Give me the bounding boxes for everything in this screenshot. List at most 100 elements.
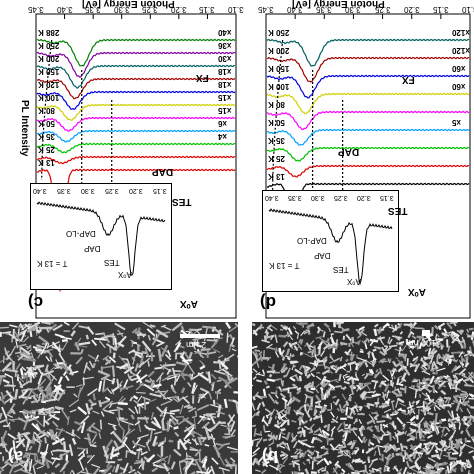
nanorod	[149, 398, 157, 403]
nanorod	[71, 437, 77, 445]
inset-x-tick-label: 3.20	[357, 194, 371, 201]
nanorod	[464, 362, 470, 368]
nanorod	[194, 448, 202, 457]
nanorod	[397, 375, 403, 379]
nanorod	[116, 341, 125, 348]
nanorod	[328, 383, 336, 390]
nanorod	[54, 366, 60, 370]
series-line	[36, 77, 236, 100]
nanorod	[98, 380, 103, 392]
nanorod	[19, 460, 28, 464]
nanorod	[318, 467, 325, 471]
nanorod	[455, 459, 464, 466]
nanorod	[155, 390, 166, 393]
nanorod	[466, 418, 472, 425]
nanorod	[418, 386, 426, 392]
nanorod	[321, 339, 328, 347]
nanorod	[36, 465, 44, 470]
nanorod	[323, 404, 328, 407]
nanorod	[144, 379, 152, 384]
nanorod	[131, 341, 134, 348]
nanorod	[276, 465, 282, 474]
nanorod	[360, 331, 368, 337]
nanorod	[410, 437, 415, 441]
nanorod	[156, 406, 164, 413]
nanorod	[319, 386, 324, 391]
nanorod	[450, 365, 458, 374]
nanorod	[29, 330, 33, 338]
nanorod	[265, 414, 269, 419]
nanorod	[269, 408, 276, 418]
nanorod	[143, 383, 155, 392]
nanorod	[275, 402, 280, 405]
nanorod	[396, 416, 404, 425]
scale-bar-b	[422, 330, 430, 336]
nanorod	[461, 399, 470, 406]
nanorod	[428, 467, 432, 474]
nanorod	[372, 435, 380, 441]
nanorod	[431, 349, 438, 356]
nanorod	[386, 390, 390, 399]
nanorod	[264, 430, 271, 433]
nanorod	[76, 447, 89, 451]
nanorod	[325, 365, 331, 370]
nanorod	[166, 418, 174, 426]
nanorod	[427, 411, 434, 416]
nanorod	[77, 455, 85, 462]
nanorod	[285, 348, 291, 356]
nanorod	[385, 458, 390, 466]
nanorod	[317, 401, 321, 407]
nanorod	[185, 426, 195, 439]
nanorod	[309, 449, 316, 458]
series-line	[36, 155, 236, 165]
nanorod	[447, 377, 454, 387]
nanorod	[418, 378, 421, 386]
nanorod	[304, 353, 313, 358]
series-line	[36, 38, 236, 67]
nanorod	[265, 343, 273, 349]
nanorod	[328, 385, 332, 395]
nanorod	[52, 435, 57, 441]
nanorod	[330, 378, 338, 383]
nanorod	[160, 400, 172, 406]
nanorod	[335, 339, 339, 347]
nanorod	[345, 449, 350, 454]
nanorod	[465, 429, 471, 438]
nanorod	[401, 344, 407, 352]
nanorod	[218, 466, 230, 472]
nanorod	[137, 361, 145, 369]
nanorod	[0, 452, 2, 455]
nanorod	[225, 353, 235, 361]
nanorod	[313, 428, 321, 434]
nanorod	[252, 368, 258, 373]
nanorod	[373, 416, 378, 421]
nanorod	[161, 374, 173, 382]
nanorod	[291, 383, 296, 388]
nanorod	[125, 450, 128, 458]
nanorod	[375, 369, 379, 373]
nanorod	[422, 447, 429, 455]
nanorod	[268, 442, 274, 447]
nanorod	[34, 364, 43, 367]
nanorod	[358, 405, 363, 411]
nanorod	[1, 406, 8, 419]
nanorod	[36, 365, 43, 375]
nanorod	[213, 348, 221, 354]
nanorod	[161, 419, 165, 431]
nanorod	[107, 422, 117, 427]
nanorod	[163, 462, 169, 472]
nanorod	[37, 378, 42, 389]
nanorod	[9, 324, 18, 328]
nanorod	[266, 378, 275, 383]
nanorod	[361, 436, 366, 443]
nanorod	[338, 451, 347, 457]
nanorod	[262, 388, 267, 397]
nanorod	[280, 389, 286, 392]
nanorod	[116, 332, 124, 336]
nanorod	[33, 438, 41, 444]
nanorod	[349, 364, 352, 371]
nanorod	[441, 426, 446, 433]
inset-x-tick-label: 3.15	[153, 187, 167, 194]
nanorod	[2, 331, 12, 334]
nanorod	[265, 385, 270, 389]
